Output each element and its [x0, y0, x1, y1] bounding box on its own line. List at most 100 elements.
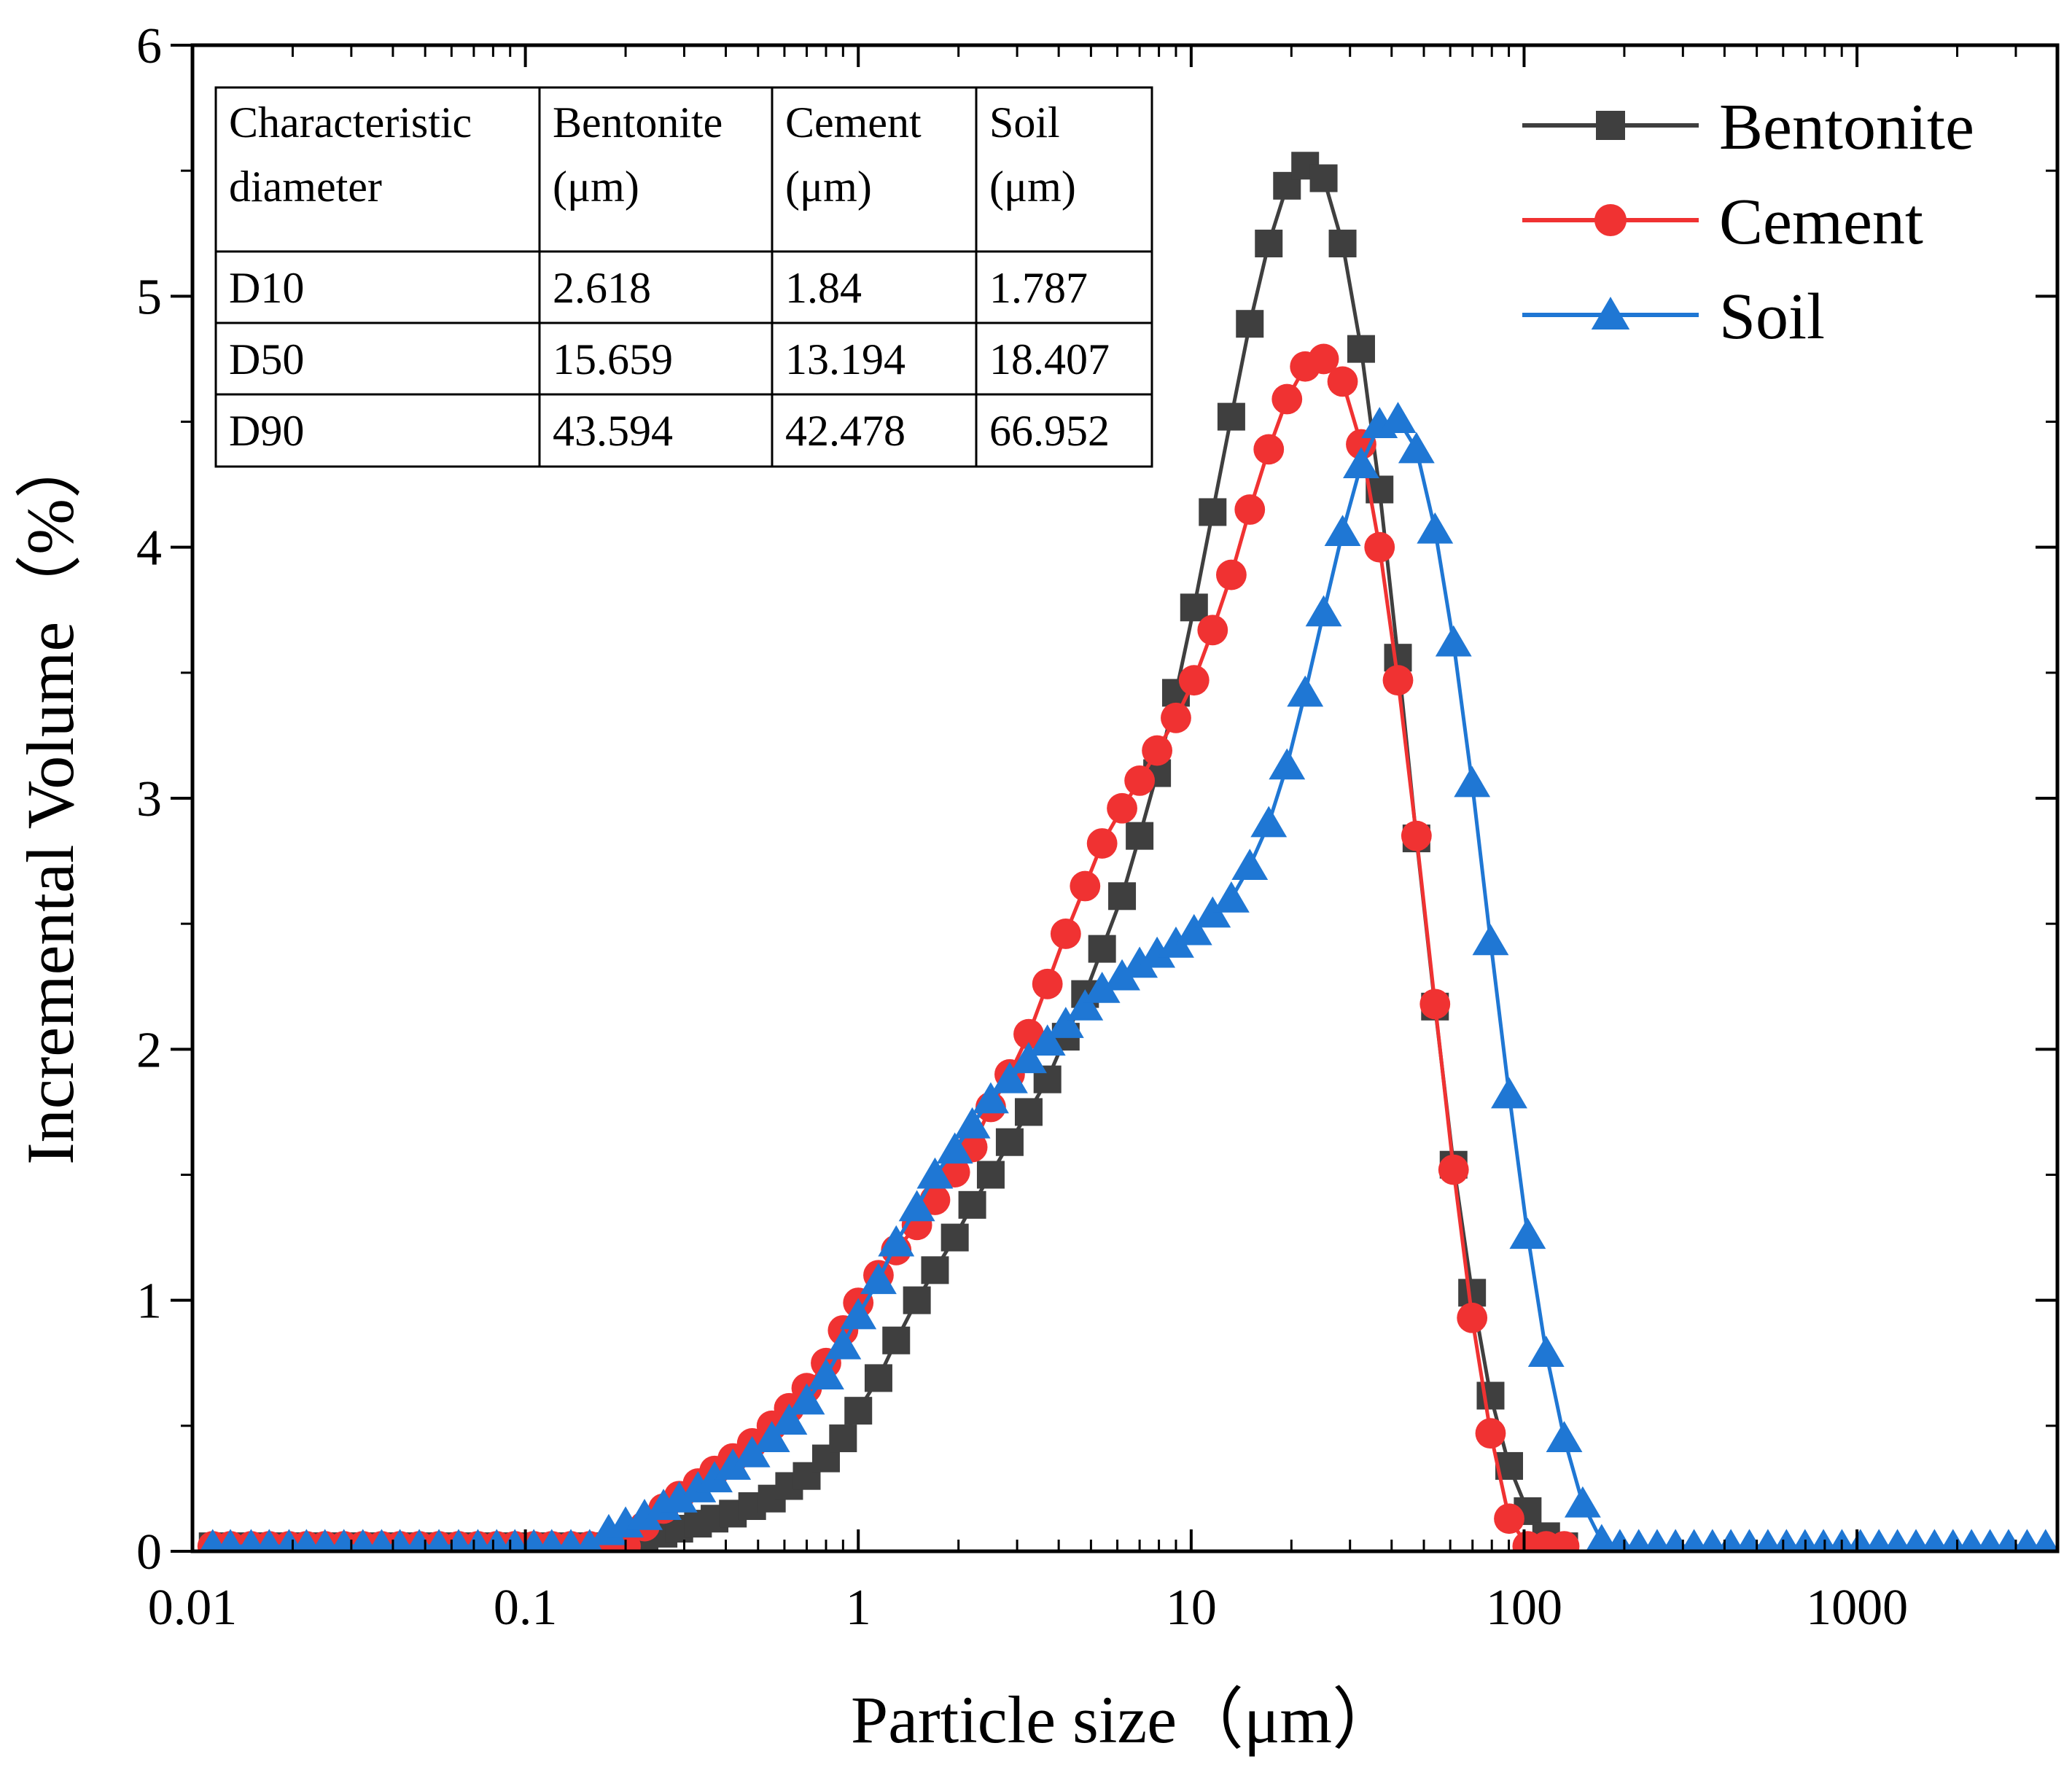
data-point-soil [198, 1529, 227, 1553]
data-point-soil [1605, 1529, 1634, 1553]
x-tick-label: 1000 [1806, 1580, 1908, 1636]
data-point-soil [237, 1529, 265, 1553]
y-tick-label: 4 [136, 520, 162, 577]
data-point-soil [1121, 946, 1158, 978]
data-point-soil [1546, 1421, 1583, 1453]
data-point-soil [860, 1263, 897, 1295]
data-point-cement [1549, 1531, 1580, 1553]
table-cell: 13.194 [785, 335, 905, 383]
data-point-cement [1142, 735, 1173, 766]
data-point-soil [714, 1448, 752, 1480]
series-soil [198, 402, 2059, 1553]
data-point-cement [1178, 665, 1210, 696]
table-header-cell: (μm) [553, 163, 639, 211]
data-point-soil [898, 1190, 935, 1222]
x-tick-label: 0.1 [494, 1580, 558, 1636]
data-point-soil [575, 1529, 604, 1553]
data-point-cement [1438, 1154, 1469, 1185]
data-point-soil [1846, 1529, 1874, 1553]
legend-label-soil: Soil [1719, 281, 1825, 353]
y-tick-label: 5 [136, 269, 162, 325]
data-point-bentonite [976, 1161, 1005, 1189]
data-point-soil [348, 1529, 377, 1553]
data-point-cement [1234, 494, 1266, 525]
data-point-soil [255, 1529, 284, 1553]
data-point-soil [1047, 1007, 1084, 1038]
data-point-soil [483, 1529, 511, 1553]
data-point-bentonite [1476, 1381, 1505, 1410]
data-point-soil [520, 1529, 548, 1553]
data-point-soil [367, 1529, 396, 1553]
table-cell: 1.787 [989, 264, 1088, 312]
legend-label-cement: Cement [1719, 186, 1923, 258]
data-point-cement [1050, 919, 1081, 949]
data-point-bentonite [1309, 164, 1338, 192]
data-point-soil [1883, 1529, 1912, 1553]
data-point-cement [1070, 870, 1101, 902]
table-header-cell: Bentonite [553, 98, 723, 147]
data-point-soil [1231, 849, 1269, 880]
data-point-soil [1865, 1529, 1893, 1553]
data-point-bentonite [882, 1326, 911, 1354]
data-point-soil [696, 1461, 733, 1493]
data-point-bentonite [1255, 230, 1283, 258]
data-point-soil [679, 1471, 717, 1502]
legend-marker-bentonite [1596, 111, 1625, 140]
data-point-soil [626, 1499, 663, 1530]
data-point-cement [1308, 343, 1339, 375]
data-point-soil [991, 1061, 1028, 1093]
table-header-cell: Characteristic [229, 98, 472, 147]
data-point-bentonite [940, 1223, 969, 1252]
y-tick-label: 1 [136, 1274, 162, 1330]
table-cell: 1.84 [785, 264, 862, 312]
data-point-soil [1772, 1529, 1801, 1553]
data-point-soil [1139, 936, 1176, 968]
data-point-bentonite [1088, 935, 1116, 963]
table-cell: 15.659 [553, 335, 673, 383]
x-tick-label: 0.01 [148, 1580, 238, 1636]
data-point-soil [840, 1298, 877, 1330]
data-point-soil [954, 1107, 991, 1139]
data-point-bentonite [921, 1256, 949, 1284]
data-point-soil [1417, 512, 1454, 544]
legend: Bentonite Cement Soil [1522, 91, 1974, 353]
data-point-bentonite [903, 1286, 931, 1314]
data-point-soil [1343, 447, 1379, 479]
y-tick-label: 0 [136, 1524, 162, 1580]
data-point-soil [1305, 595, 1342, 627]
data-point-soil [1680, 1529, 1708, 1553]
data-point-soil [425, 1529, 453, 1553]
y-tick-label: 3 [136, 771, 162, 827]
data-point-soil [1527, 1336, 1565, 1367]
y-tick-label: 6 [136, 18, 162, 74]
data-point-soil [1643, 1529, 1672, 1553]
data-point-bentonite [1014, 1098, 1043, 1126]
data-point-soil [216, 1529, 245, 1553]
data-point-soil [1624, 1529, 1653, 1553]
data-point-soil [1029, 1024, 1066, 1056]
characteristic-diameter-table: Characteristic diameter Bentonite (μm) Cemen… [214, 86, 1153, 468]
table-cell: D50 [229, 335, 304, 383]
data-point-soil [2013, 1529, 2041, 1553]
table-header-cell: diameter [229, 163, 382, 211]
data-point-bentonite [844, 1397, 873, 1425]
data-point-cement [1086, 828, 1118, 859]
data-point-bentonite [1217, 402, 1245, 431]
data-point-soil [1194, 896, 1231, 928]
data-point-soil [1810, 1529, 1838, 1553]
data-point-cement [1013, 1018, 1044, 1050]
data-point-soil [1324, 515, 1361, 547]
data-point-soil [1158, 926, 1194, 958]
data-point-cement [1419, 989, 1451, 1020]
data-point-bentonite [829, 1424, 857, 1453]
data-point-soil [771, 1403, 808, 1435]
data-point-bentonite [995, 1128, 1024, 1156]
data-point-soil [973, 1082, 1009, 1114]
y-tick-label: 2 [136, 1022, 162, 1078]
data-point-soil [1491, 1077, 1527, 1109]
data-point-soil [464, 1529, 492, 1553]
data-point-soil [292, 1529, 321, 1553]
data-point-bentonite [1236, 310, 1264, 338]
table-cell: 42.478 [785, 407, 905, 455]
data-point-soil [878, 1225, 915, 1257]
